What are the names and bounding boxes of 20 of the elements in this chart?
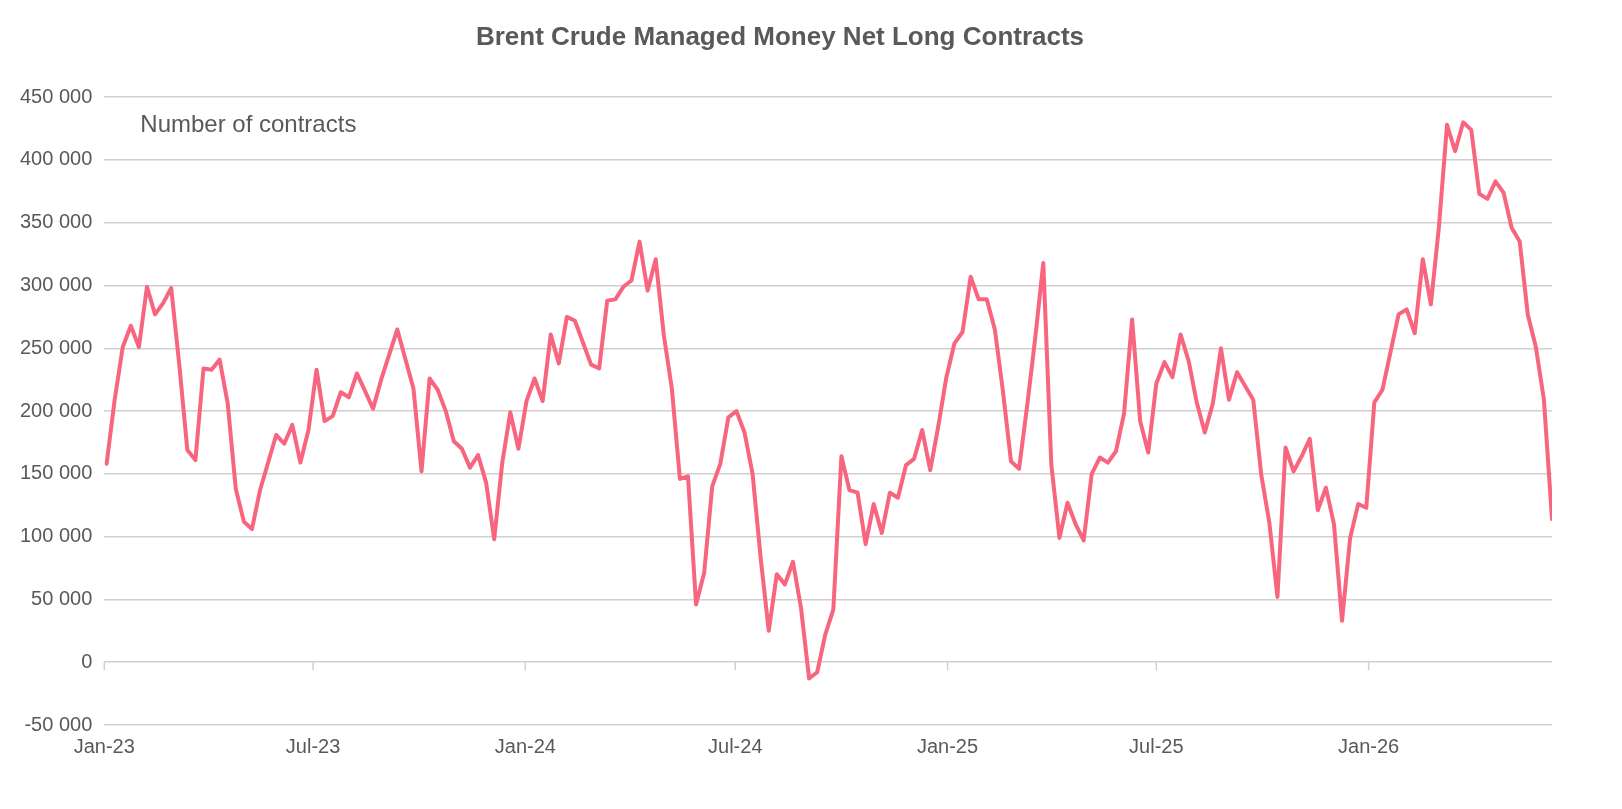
y-tick-label: -50 000	[24, 712, 93, 735]
y-tick-label: 150 000	[20, 461, 93, 484]
y-tick-label: 450 000	[20, 84, 93, 107]
y-tick-label: 200 000	[20, 398, 93, 421]
y-tick-label: 350 000	[20, 210, 93, 233]
x-tick-label: Jul-23	[285, 734, 341, 757]
y-tick-label: 50 000	[31, 586, 93, 609]
y-tick-label: 300 000	[20, 273, 93, 296]
x-tick-label: Jan-25	[916, 734, 979, 757]
y-tick-label: 0	[81, 649, 93, 672]
x-tick-label: Jan-23	[73, 734, 135, 757]
chart-title: Brent Crude Managed Money Net Long Contracts	[475, 20, 1085, 51]
y-tick-label: 250 000	[20, 335, 93, 358]
x-tick-label: Jul-25	[1129, 734, 1184, 757]
x-tick-label: Jan-26	[1338, 734, 1400, 757]
y-tick-label: 100 000	[20, 524, 93, 547]
x-tick-label: Jul-24	[708, 734, 763, 757]
x-tick-label: Jan-24	[494, 734, 556, 757]
y-tick-label: 400 000	[20, 147, 93, 170]
annotation: Number of contracts	[140, 109, 357, 137]
